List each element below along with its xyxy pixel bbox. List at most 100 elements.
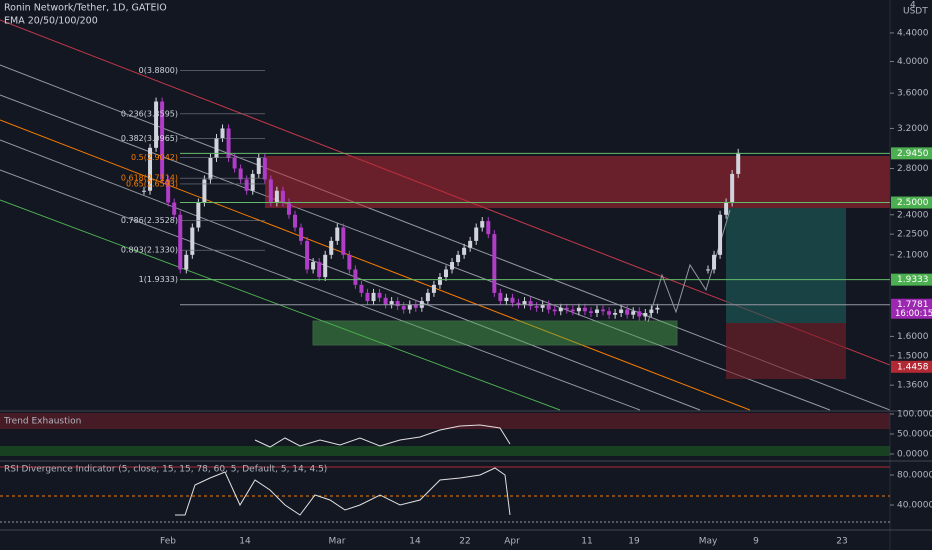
candle [486, 221, 491, 235]
candle [631, 311, 636, 315]
candle [226, 128, 231, 158]
candle [534, 306, 539, 308]
candle [280, 190, 285, 203]
candle [450, 262, 455, 270]
x-tick-label: Feb [160, 537, 176, 547]
candle [582, 307, 587, 312]
y-tick-label: 2.1000 [897, 250, 929, 260]
candle [389, 301, 394, 305]
price-tag [891, 196, 932, 209]
candle [413, 304, 418, 308]
candle [190, 227, 195, 255]
fib-label: 0(3.8800) [139, 66, 178, 75]
x-tick-label: Mar [329, 537, 346, 547]
price-tag-label: 2.5000 [897, 198, 929, 208]
candle [613, 312, 618, 315]
candle [437, 277, 442, 285]
candle [202, 179, 207, 203]
y-tick-label: 80.0000 [897, 471, 932, 481]
price-tag-label: 1.9333 [897, 275, 929, 285]
candle [736, 152, 741, 174]
candle [444, 269, 448, 278]
symbol-title: Ronin Network/Tether, 1D, GATEIO [4, 3, 167, 14]
candle [268, 179, 273, 203]
candle [274, 190, 279, 203]
channels [0, 19, 891, 411]
candle [540, 304, 545, 308]
x-tick-label: 19 [628, 537, 640, 547]
candle [637, 311, 642, 317]
y-tick-label: 1.3600 [897, 381, 929, 391]
candle [462, 247, 467, 255]
candle [595, 309, 599, 313]
y-tick-label: 3.6000 [897, 89, 929, 99]
candle [286, 202, 291, 215]
fib-label: 0.236(3.3595) [121, 109, 178, 118]
fib-label: 0.5(2.9042) [131, 153, 178, 162]
candle [371, 292, 376, 302]
fib-label: 0.893(2.1330) [121, 246, 178, 255]
candle [706, 269, 710, 271]
target-zone [726, 208, 846, 323]
candle [607, 311, 612, 315]
y-tick-label: 1.5000 [897, 351, 929, 361]
price-tag-label: 1.4458 [897, 362, 929, 372]
candle [401, 306, 406, 310]
overbought-band [0, 413, 890, 429]
axis-top: 4 [910, 1, 916, 11]
price-tag-label: 2.9450 [897, 149, 929, 159]
candle [250, 173, 255, 191]
candle [311, 262, 316, 270]
price-tag [891, 360, 932, 373]
candle [160, 101, 165, 180]
candle [323, 254, 328, 278]
candle [172, 202, 177, 215]
candle [341, 227, 346, 255]
candle [244, 179, 249, 191]
candle [184, 254, 189, 270]
candle [154, 101, 159, 148]
y-tick-label: 0.0000 [897, 450, 929, 460]
candle [564, 307, 569, 310]
candle [498, 292, 503, 302]
price-tag [891, 298, 932, 319]
x-tick-label: 9 [753, 537, 759, 547]
candle [178, 214, 183, 270]
candle [365, 292, 370, 302]
y-tick-label: 2.4000 [897, 210, 929, 220]
candle [528, 301, 533, 307]
candle [305, 240, 310, 270]
candle [232, 157, 237, 169]
candle [712, 254, 717, 270]
candle [196, 202, 201, 228]
candle [552, 309, 557, 312]
candle [558, 307, 563, 312]
candle [655, 307, 660, 310]
candle [576, 307, 581, 312]
candle [293, 214, 297, 228]
candle [625, 309, 630, 315]
fib-label: 0.382(3.0965) [121, 134, 178, 143]
candle [377, 292, 382, 298]
candle [601, 309, 606, 312]
price-tag [891, 273, 932, 286]
candle [214, 137, 219, 158]
candle [238, 168, 243, 180]
candle [480, 221, 485, 228]
candle [329, 240, 334, 255]
candle [142, 190, 146, 192]
candle [208, 157, 213, 180]
oversold-band [0, 446, 890, 456]
candle [718, 214, 723, 255]
candle [220, 128, 225, 138]
x-tick-label: 23 [836, 537, 847, 547]
candle [166, 179, 171, 203]
fib-label: 0.618(2.7114) [121, 174, 178, 183]
candle [395, 301, 400, 307]
candle [407, 304, 412, 310]
y-tick-label: 1.6000 [897, 332, 929, 342]
candle [546, 304, 551, 310]
x-tick-label: 11 [581, 537, 592, 547]
x-tick-label: 14 [239, 537, 251, 547]
